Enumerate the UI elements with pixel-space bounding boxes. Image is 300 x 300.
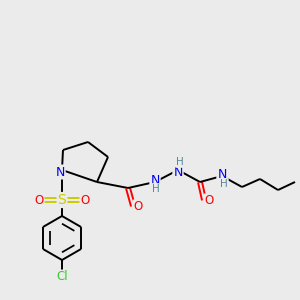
Text: N: N [55, 166, 65, 178]
Text: O: O [34, 194, 43, 206]
Text: H: H [176, 157, 184, 167]
Text: H: H [152, 184, 160, 194]
Text: H: H [220, 179, 228, 189]
Text: S: S [58, 193, 66, 207]
Text: O: O [80, 194, 90, 206]
Text: O: O [204, 194, 214, 208]
Text: N: N [217, 167, 227, 181]
Text: O: O [134, 200, 142, 214]
Text: Cl: Cl [56, 271, 68, 284]
Text: N: N [150, 173, 160, 187]
Text: N: N [173, 166, 183, 178]
